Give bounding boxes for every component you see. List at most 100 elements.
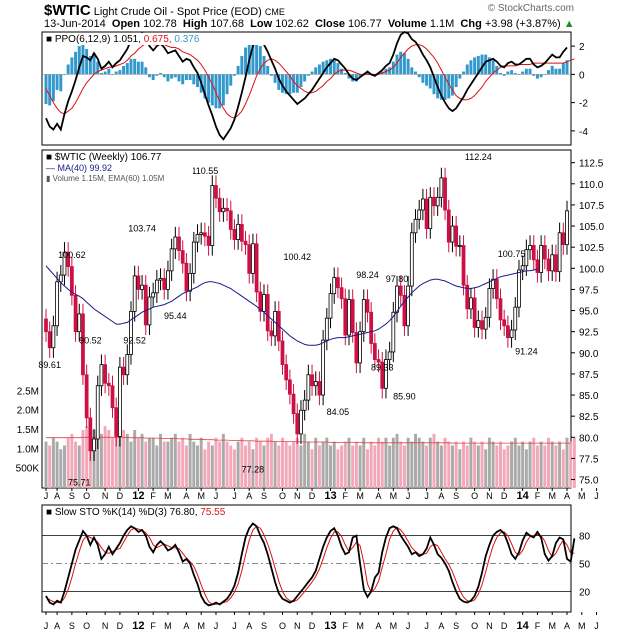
ppo-histogram-bar	[203, 74, 207, 99]
quote-line: 13-Jun-2014 Open 102.78 High 107.68 Low …	[44, 18, 575, 30]
ppo-histogram-bar	[207, 74, 211, 103]
candle-body	[321, 339, 326, 396]
month-label: M	[548, 491, 556, 501]
panel-frame-1	[41, 31, 572, 146]
candle-body	[58, 274, 63, 283]
candle-body	[384, 359, 388, 389]
ppo-histogram-bar	[181, 74, 185, 85]
ppo-histogram-bar	[295, 74, 299, 93]
sto-k-line	[45, 522, 576, 607]
volume-bar	[166, 441, 170, 488]
month-label: 12	[132, 490, 144, 502]
volume-bar	[125, 433, 129, 488]
volume-bar	[299, 445, 303, 488]
month-label: S	[453, 621, 459, 631]
volume-bar	[473, 441, 477, 488]
volume-bar	[443, 437, 447, 488]
month-label: N	[486, 491, 493, 501]
candle-body	[232, 229, 237, 240]
price-tick-label: 112.5	[579, 159, 604, 170]
month-label: O	[471, 621, 478, 631]
ppo-histogram-bar	[473, 57, 477, 75]
candle-body	[180, 250, 185, 264]
candle-body	[539, 245, 544, 273]
volume-bar	[77, 445, 81, 488]
month-label: D	[117, 491, 124, 501]
month-label: A	[376, 621, 382, 631]
volume-bar	[266, 437, 270, 488]
open-value: 102.78	[143, 18, 177, 30]
volume-bar	[506, 445, 510, 488]
volume-bar	[118, 433, 122, 488]
candle-body	[454, 225, 459, 247]
candle-body	[103, 364, 107, 384]
month-label: M	[578, 621, 586, 631]
ppo-histogram-bar	[192, 74, 196, 85]
candle-body	[306, 374, 311, 401]
candle-body	[269, 330, 274, 337]
volume-bar	[96, 437, 100, 488]
ppo-histogram-bar	[255, 36, 259, 75]
month-label: A	[183, 621, 189, 631]
ppo-histogram-bar	[306, 74, 310, 76]
candle-body	[398, 285, 403, 296]
candle-body	[265, 294, 270, 332]
candle-body	[88, 417, 93, 452]
candle-body	[210, 185, 215, 246]
candle-body	[151, 292, 156, 298]
candle-body	[376, 359, 381, 363]
ppo-histogram-bar	[114, 71, 118, 75]
price-annotation: 91.24	[515, 346, 538, 356]
candle-body	[554, 254, 558, 273]
month-label: 13	[324, 490, 336, 502]
candle-body	[51, 325, 56, 349]
volume-value: 1.1M	[429, 18, 455, 30]
price-annotation: 112.24	[465, 152, 492, 162]
candle-body	[347, 299, 351, 336]
ppo-histogram-bar	[340, 68, 344, 75]
volume-bar	[332, 441, 336, 488]
volume-bar	[469, 437, 473, 488]
volume-bar	[295, 437, 299, 488]
candle-body	[106, 382, 111, 387]
ppo-legend: ■ PPO(6,12,9) 1.051, 0.675, 0.376	[46, 34, 200, 45]
price-annotation: 103.74	[128, 224, 156, 234]
candle-body	[99, 364, 104, 387]
ppo-histogram-bar	[118, 70, 122, 75]
volume-bar	[343, 441, 347, 488]
volume-tick-label: 1.0M	[17, 444, 39, 455]
volume-bar	[491, 441, 495, 488]
month-label: S	[261, 621, 267, 631]
ppo-histogram-bar	[358, 74, 362, 78]
ppo-histogram-bar	[99, 72, 103, 75]
month-label: O	[83, 491, 90, 501]
volume-bar	[273, 441, 277, 488]
ppo-histogram-bar	[147, 74, 151, 78]
volume-bar	[450, 445, 454, 488]
candle-body	[413, 218, 418, 234]
month-label: J	[232, 621, 237, 631]
volume-bar	[510, 441, 514, 488]
volume-bar	[425, 445, 429, 488]
month-label: F	[343, 491, 349, 501]
candle-body	[125, 354, 130, 376]
volume-bar	[240, 437, 244, 488]
candle-body	[118, 366, 122, 437]
month-label: J	[594, 621, 599, 631]
volume-bar	[391, 437, 395, 488]
month-label: M	[164, 621, 172, 631]
price-annotation: 77.28	[242, 464, 265, 474]
candle-body	[243, 240, 248, 246]
title-line: $WTIC Light Crude Oil - Spot Price (EOD)…	[44, 2, 285, 19]
ppo-histogram-bar	[354, 74, 358, 82]
ppo-histogram-bar	[443, 74, 447, 100]
volume-bar	[225, 441, 229, 488]
candle-body	[476, 320, 481, 328]
candle-body	[472, 297, 477, 328]
ppo-histogram-bar	[221, 74, 225, 106]
ppo-histogram-bar	[125, 63, 129, 75]
month-label: D	[309, 491, 316, 501]
candle-body	[191, 241, 196, 274]
candle-body	[557, 232, 562, 273]
